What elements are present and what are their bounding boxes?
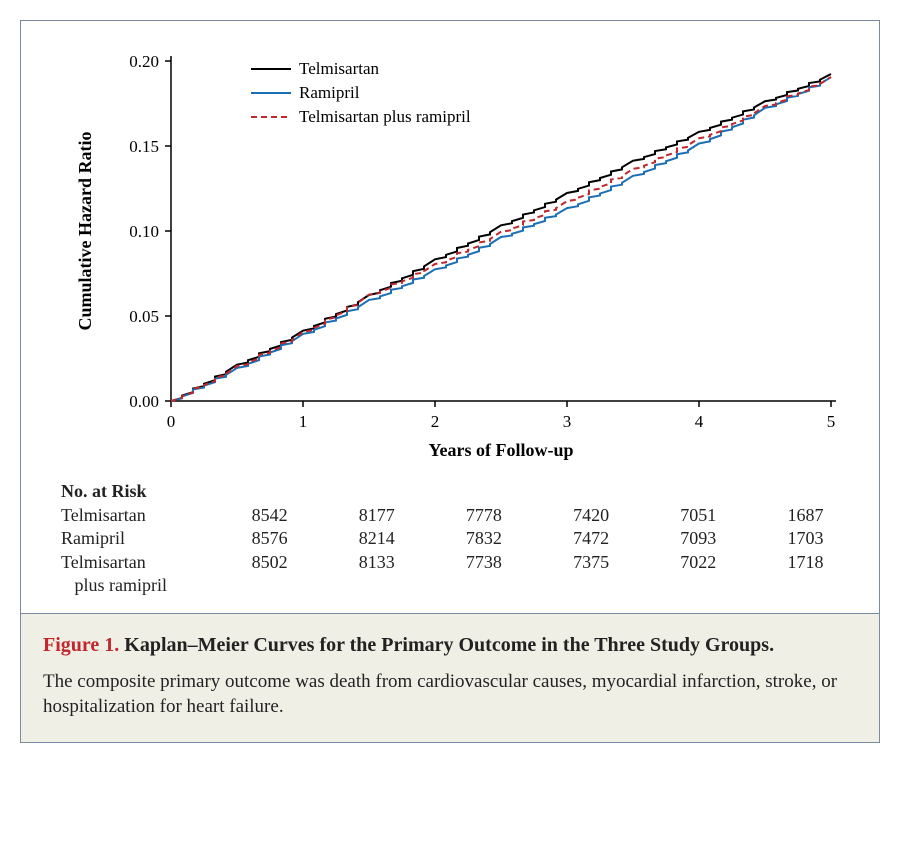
svg-text:0.15: 0.15 xyxy=(129,137,159,156)
risk-row-label: Telmisartan xyxy=(61,504,216,527)
risk-cell: 8542 xyxy=(216,504,323,527)
svg-text:Telmisartan: Telmisartan xyxy=(299,59,380,78)
risk-cell: 7832 xyxy=(430,527,537,550)
risk-cell: 7472 xyxy=(538,527,645,550)
svg-text:0: 0 xyxy=(167,412,176,431)
caption-title-text: Kaplan–Meier Curves for the Primary Outc… xyxy=(119,634,774,656)
chart-area: 0.00 0.05 0.10 0.15 0.20 0 1 2 3 4 5 Years of Follo… xyxy=(21,21,879,481)
risk-cell: 8502 xyxy=(216,551,323,574)
caption-title: Figure 1. Kaplan–Meier Curves for the Pr… xyxy=(43,632,857,659)
kaplan-meier-chart: 0.00 0.05 0.10 0.15 0.20 0 1 2 3 4 5 Years of Follo… xyxy=(41,41,859,471)
caption-label: Figure 1. xyxy=(43,634,119,656)
risk-cell: 7051 xyxy=(645,504,752,527)
risk-cell: 8576 xyxy=(216,527,323,550)
risk-row-label: Telmisartan plus ramipril xyxy=(61,551,216,598)
risk-row: Telmisartan plus ramipril850281337738737… xyxy=(61,551,859,598)
risk-cell: 7420 xyxy=(538,504,645,527)
svg-text:Years of Follow-up: Years of Follow-up xyxy=(429,440,574,460)
svg-text:0.05: 0.05 xyxy=(129,307,159,326)
figure-caption: Figure 1. Kaplan–Meier Curves for the Pr… xyxy=(21,613,879,742)
risk-cell: 7738 xyxy=(430,551,537,574)
svg-text:0.10: 0.10 xyxy=(129,222,159,241)
svg-text:Telmisartan plus ramipril: Telmisartan plus ramipril xyxy=(299,107,471,126)
risk-cell: 1703 xyxy=(752,527,859,550)
svg-text:2: 2 xyxy=(431,412,440,431)
figure-container: 0.00 0.05 0.10 0.15 0.20 0 1 2 3 4 5 Years of Follo… xyxy=(20,20,880,743)
svg-text:4: 4 xyxy=(695,412,704,431)
svg-text:Ramipril: Ramipril xyxy=(299,83,360,102)
svg-text:0.00: 0.00 xyxy=(129,392,159,411)
risk-cell: 7093 xyxy=(645,527,752,550)
risk-cell: 7375 xyxy=(538,551,645,574)
svg-text:5: 5 xyxy=(827,412,836,431)
caption-body: The composite primary outcome was death … xyxy=(43,669,857,720)
svg-text:0.20: 0.20 xyxy=(129,52,159,71)
risk-row-label: Ramipril xyxy=(61,527,216,550)
risk-cell: 7022 xyxy=(645,551,752,574)
svg-text:1: 1 xyxy=(299,412,308,431)
risk-cell: 7778 xyxy=(430,504,537,527)
risk-cell: 1687 xyxy=(752,504,859,527)
risk-cell: 8177 xyxy=(323,504,430,527)
risk-row: Telmisartan854281777778742070511687 xyxy=(61,504,859,527)
risk-table-header: No. at Risk xyxy=(61,481,859,502)
risk-cell: 8133 xyxy=(323,551,430,574)
risk-row: Ramipril857682147832747270931703 xyxy=(61,527,859,550)
risk-cell: 8214 xyxy=(323,527,430,550)
svg-text:3: 3 xyxy=(563,412,572,431)
risk-table: No. at Risk Telmisartan85428177777874207… xyxy=(21,481,879,613)
risk-cell: 1718 xyxy=(752,551,859,574)
svg-text:Cumulative Hazard Ratio: Cumulative Hazard Ratio xyxy=(75,132,95,331)
